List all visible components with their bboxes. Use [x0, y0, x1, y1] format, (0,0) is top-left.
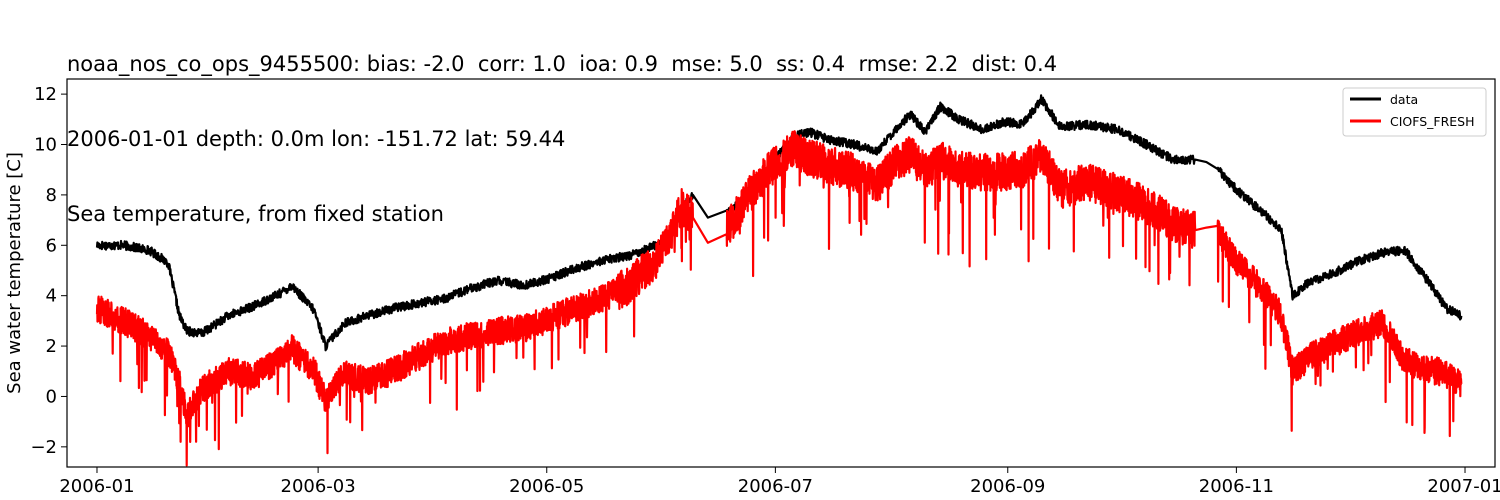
series-ciofs-fresh-line — [95, 130, 1463, 467]
title-line-variable: Sea temperature, from fixed station — [67, 202, 444, 226]
x-tick-label: 2007-01 — [1427, 476, 1500, 497]
y-tick-label: 0 — [46, 386, 57, 407]
y-tick-label: 12 — [34, 84, 57, 105]
plot-frame — [66, 78, 1496, 468]
x-tick-label: 2006-11 — [1199, 476, 1274, 497]
title-line-station: 2006-01-01 depth: 0.0m lon: -151.72 lat:… — [67, 127, 566, 151]
y-tick-label: 4 — [46, 286, 57, 307]
y-axis-label: Sea water temperature [C] — [4, 152, 25, 394]
series-data-line — [95, 94, 1463, 352]
tick-layer: 2006-01 2006-03 2006-05 2006-07 2006-09 2006-… — [30, 84, 1500, 497]
x-tick-label: 2006-01 — [59, 476, 134, 497]
y-tick-label: 8 — [46, 185, 57, 206]
chart-title: noaa_nos_co_ops_9455500: bias: -2.0 corr… — [67, 2, 1057, 252]
legend-label-data: data — [1390, 92, 1418, 107]
legend-label-ciofs: CIOFS_FRESH — [1390, 114, 1475, 129]
legend: data CIOFS_FRESH — [1342, 87, 1487, 137]
series-layer — [95, 94, 1463, 467]
y-tick-label: 2 — [46, 336, 57, 357]
title-line-metrics: noaa_nos_co_ops_9455500: bias: -2.0 corr… — [67, 52, 1058, 76]
y-tick-label: 6 — [46, 235, 57, 256]
x-tick-label: 2006-09 — [970, 476, 1045, 497]
y-tick-label: −2 — [30, 437, 57, 458]
y-tick-label: 10 — [34, 135, 57, 156]
x-tick-label: 2006-03 — [281, 476, 356, 497]
x-tick-label: 2006-05 — [509, 476, 584, 497]
x-tick-label: 2006-07 — [738, 476, 813, 497]
